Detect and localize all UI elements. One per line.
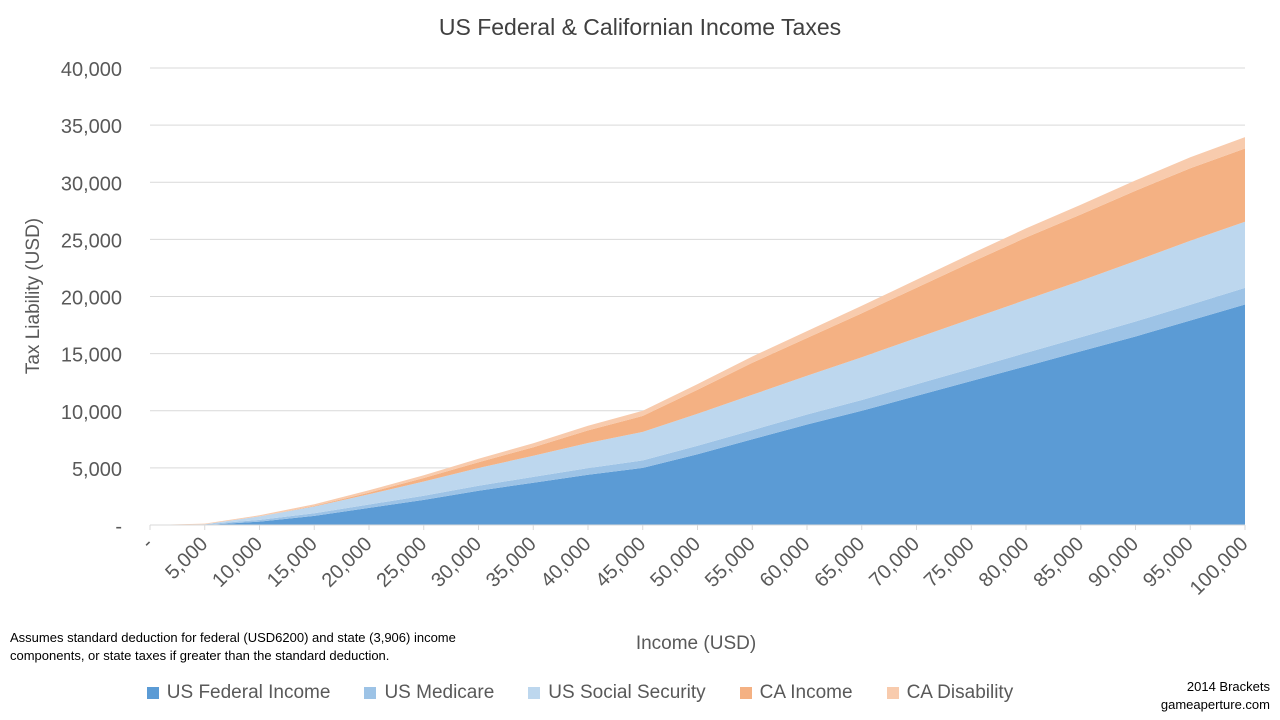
footnote: Assumes standard deduction for federal (… (10, 629, 530, 665)
legend-label: US Social Security (548, 682, 706, 703)
legend-item: CA Disability (886, 682, 1014, 704)
legend-swatch (739, 687, 752, 699)
legend-item: US Social Security (528, 682, 706, 704)
x-tick-label: 45,000 (591, 533, 650, 592)
x-tick-label: 30,000 (427, 533, 486, 592)
legend-label: US Medicare (384, 682, 495, 703)
x-tick-label: 35,000 (482, 533, 541, 592)
y-tick-label: 40,000 (61, 59, 122, 81)
legend-label: CA Disability (906, 682, 1014, 703)
x-tick-label: 5,000 (161, 533, 212, 584)
credit: 2014 Brackets gameaperture.com (1161, 678, 1270, 714)
legend: US Federal Income US Medicare US Social … (0, 682, 1160, 704)
credit-line-2: gameaperture.com (1160, 697, 1270, 712)
legend-item: US Medicare (364, 682, 494, 704)
y-tick-label: 15,000 (61, 345, 122, 367)
y-axis-title: Tax Liability (USD) (23, 217, 44, 375)
legend-item: CA Income (739, 682, 853, 704)
x-tick-label: 55,000 (701, 533, 760, 592)
y-tick-label: 25,000 (61, 230, 122, 252)
x-tick-label: 40,000 (537, 533, 596, 592)
legend-swatch (364, 687, 377, 699)
credit-line-1: 2014 Brackets (1186, 679, 1270, 694)
y-tick-label: 5,000 (72, 459, 122, 481)
footnote-line-1: Assumes standard deduction for federal (… (10, 630, 456, 645)
series-areas (150, 137, 1245, 525)
chart-title: US Federal & Californian Income Taxes (438, 14, 842, 40)
x-tick-label: 75,000 (920, 533, 979, 592)
x-tick-label: 15,000 (263, 533, 322, 592)
legend-swatch (528, 687, 541, 699)
x-tick-label: 90,000 (1084, 533, 1143, 592)
x-tick-label: 10,000 (208, 533, 267, 592)
legend-item: US Federal Income (146, 682, 331, 704)
y-tick-label: - (115, 516, 122, 538)
x-tick-label: - (137, 533, 157, 553)
y-tick-label: 10,000 (61, 402, 122, 424)
y-tick-label: 20,000 (61, 288, 122, 310)
x-tick-label: 70,000 (865, 533, 924, 592)
x-tick-label: 80,000 (975, 533, 1034, 592)
x-tick-label: 20,000 (318, 533, 377, 592)
x-tick-label: 60,000 (756, 533, 815, 592)
x-tick-label: 50,000 (646, 533, 705, 592)
legend-label: US Federal Income (166, 682, 331, 703)
x-tick-label: 100,000 (1186, 533, 1253, 600)
series-area (150, 304, 1245, 525)
y-tick-label: 35,000 (61, 116, 122, 138)
x-axis-title: Income (USD) (635, 633, 757, 654)
legend-swatch (886, 687, 899, 699)
legend-label: CA Income (759, 682, 853, 703)
legend-swatch (146, 687, 159, 699)
x-tick-label: 25,000 (372, 533, 431, 592)
footnote-line-2: components, or state taxes if greater th… (10, 648, 390, 663)
x-tick-label: 85,000 (1029, 533, 1088, 592)
y-tick-label: 30,000 (61, 173, 122, 195)
x-tick-label: 65,000 (810, 533, 869, 592)
